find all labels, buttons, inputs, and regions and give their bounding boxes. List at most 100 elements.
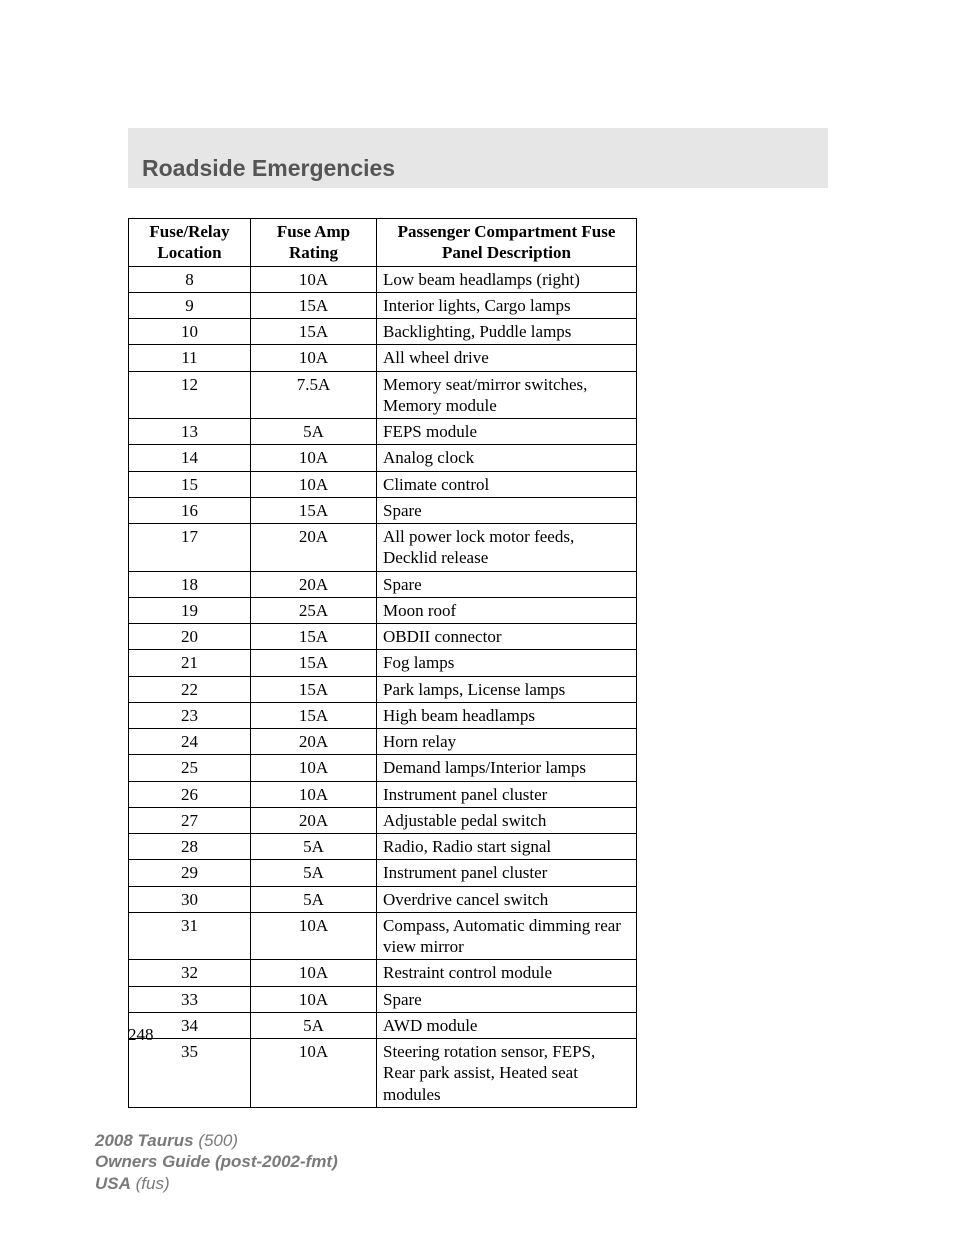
table-row: 127.5AMemory seat/mirror switches, Memor… — [129, 371, 637, 419]
cell-amp: 5A — [251, 834, 377, 860]
table-row: 1720AAll power lock motor feeds, Decklid… — [129, 524, 637, 572]
cell-location: 9 — [129, 292, 251, 318]
footer-model: 2008 Taurus — [95, 1131, 194, 1150]
cell-amp: 10A — [251, 471, 377, 497]
cell-location: 17 — [129, 524, 251, 572]
cell-description: AWD module — [377, 1012, 637, 1038]
table-row: 1510AClimate control — [129, 471, 637, 497]
cell-description: All power lock motor feeds, Decklid rele… — [377, 524, 637, 572]
cell-description: Spare — [377, 497, 637, 523]
header-line2: Rating — [289, 243, 338, 262]
footer-line-1: 2008 Taurus (500) — [95, 1130, 338, 1151]
header-line1: Passenger Compartment Fuse — [398, 222, 616, 241]
table-body: 810ALow beam headlamps (right)915AInteri… — [129, 266, 637, 1107]
cell-location: 10 — [129, 319, 251, 345]
table-row: 1820ASpare — [129, 571, 637, 597]
table-row: 2315AHigh beam headlamps — [129, 702, 637, 728]
cell-location: 26 — [129, 781, 251, 807]
cell-description: Climate control — [377, 471, 637, 497]
cell-amp: 15A — [251, 624, 377, 650]
cell-description: Low beam headlamps (right) — [377, 266, 637, 292]
table-row: 345AAWD module — [129, 1012, 637, 1038]
cell-amp: 15A — [251, 319, 377, 345]
footer-line-3: USA (fus) — [95, 1173, 338, 1194]
cell-location: 16 — [129, 497, 251, 523]
cell-location: 21 — [129, 650, 251, 676]
cell-amp: 15A — [251, 292, 377, 318]
header-line1: Fuse/Relay — [149, 222, 229, 241]
cell-location: 31 — [129, 912, 251, 960]
cell-description: Demand lamps/Interior lamps — [377, 755, 637, 781]
footer-model-code: (500) — [194, 1131, 238, 1150]
cell-amp: 20A — [251, 729, 377, 755]
cell-location: 28 — [129, 834, 251, 860]
table-row: 135AFEPS module — [129, 419, 637, 445]
cell-location: 27 — [129, 807, 251, 833]
cell-location: 11 — [129, 345, 251, 371]
cell-location: 30 — [129, 886, 251, 912]
cell-amp: 15A — [251, 676, 377, 702]
section-title: Roadside Emergencies — [142, 155, 395, 182]
fuse-table-container: Fuse/RelayLocationFuse AmpRatingPassenge… — [128, 218, 637, 1108]
cell-amp: 10A — [251, 960, 377, 986]
cell-location: 23 — [129, 702, 251, 728]
cell-amp: 10A — [251, 755, 377, 781]
footer-guide: Owners Guide (post-2002-fmt) — [95, 1152, 338, 1171]
cell-location: 35 — [129, 1039, 251, 1108]
cell-description: Horn relay — [377, 729, 637, 755]
cell-location: 18 — [129, 571, 251, 597]
header-line2: Location — [157, 243, 221, 262]
cell-description: Adjustable pedal switch — [377, 807, 637, 833]
cell-description: Steering rotation sensor, FEPS, Rear par… — [377, 1039, 637, 1108]
cell-location: 8 — [129, 266, 251, 292]
cell-amp: 15A — [251, 497, 377, 523]
cell-amp: 5A — [251, 419, 377, 445]
table-row: 2115AFog lamps — [129, 650, 637, 676]
cell-amp: 10A — [251, 345, 377, 371]
column-header: Passenger Compartment FusePanel Descript… — [377, 219, 637, 267]
cell-description: Overdrive cancel switch — [377, 886, 637, 912]
table-row: 810ALow beam headlamps (right) — [129, 266, 637, 292]
footer-region-code: (fus) — [131, 1174, 170, 1193]
cell-description: Interior lights, Cargo lamps — [377, 292, 637, 318]
cell-location: 29 — [129, 860, 251, 886]
table-row: 3510ASteering rotation sensor, FEPS, Rea… — [129, 1039, 637, 1108]
cell-amp: 10A — [251, 266, 377, 292]
cell-location: 32 — [129, 960, 251, 986]
cell-location: 33 — [129, 986, 251, 1012]
cell-amp: 20A — [251, 807, 377, 833]
cell-description: Fog lamps — [377, 650, 637, 676]
table-row: 2015AOBDII connector — [129, 624, 637, 650]
cell-amp: 20A — [251, 571, 377, 597]
cell-location: 12 — [129, 371, 251, 419]
table-header: Fuse/RelayLocationFuse AmpRatingPassenge… — [129, 219, 637, 267]
cell-amp: 10A — [251, 986, 377, 1012]
table-row: 295AInstrument panel cluster — [129, 860, 637, 886]
cell-description: All wheel drive — [377, 345, 637, 371]
table-row: 3210ARestraint control module — [129, 960, 637, 986]
cell-amp: 10A — [251, 445, 377, 471]
cell-amp: 7.5A — [251, 371, 377, 419]
table-row: 1410AAnalog clock — [129, 445, 637, 471]
table-row: 285ARadio, Radio start signal — [129, 834, 637, 860]
cell-amp: 10A — [251, 1039, 377, 1108]
cell-description: OBDII connector — [377, 624, 637, 650]
cell-amp: 5A — [251, 1012, 377, 1038]
table-row: 2510ADemand lamps/Interior lamps — [129, 755, 637, 781]
cell-location: 25 — [129, 755, 251, 781]
table-row: 915AInterior lights, Cargo lamps — [129, 292, 637, 318]
table-row: 3310ASpare — [129, 986, 637, 1012]
fuse-table: Fuse/RelayLocationFuse AmpRatingPassenge… — [128, 218, 637, 1108]
cell-amp: 15A — [251, 650, 377, 676]
cell-description: Backlighting, Puddle lamps — [377, 319, 637, 345]
cell-description: Compass, Automatic dimming rear view mir… — [377, 912, 637, 960]
table-row: 1110AAll wheel drive — [129, 345, 637, 371]
footer-line-2: Owners Guide (post-2002-fmt) — [95, 1151, 338, 1172]
cell-amp: 5A — [251, 860, 377, 886]
cell-location: 22 — [129, 676, 251, 702]
cell-amp: 20A — [251, 524, 377, 572]
table-row: 2720AAdjustable pedal switch — [129, 807, 637, 833]
cell-location: 13 — [129, 419, 251, 445]
cell-description: Analog clock — [377, 445, 637, 471]
footer-region: USA — [95, 1174, 131, 1193]
